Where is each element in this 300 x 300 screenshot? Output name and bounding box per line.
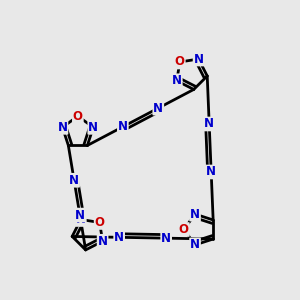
Text: N: N [76, 213, 86, 226]
Text: N: N [161, 232, 171, 245]
Text: N: N [153, 102, 163, 115]
Text: N: N [75, 208, 85, 222]
Text: N: N [58, 121, 68, 134]
Text: N: N [114, 231, 124, 244]
Text: N: N [98, 235, 108, 248]
Text: N: N [118, 120, 128, 133]
Text: N: N [172, 74, 182, 87]
Text: N: N [190, 208, 200, 220]
Text: N: N [69, 174, 79, 187]
Text: N: N [88, 121, 98, 134]
Text: O: O [73, 110, 83, 123]
Text: O: O [94, 216, 105, 229]
Text: N: N [206, 166, 216, 178]
Text: N: N [194, 52, 204, 65]
Text: N: N [190, 238, 200, 251]
Text: O: O [179, 223, 189, 236]
Text: O: O [175, 56, 185, 68]
Text: N: N [204, 118, 214, 130]
